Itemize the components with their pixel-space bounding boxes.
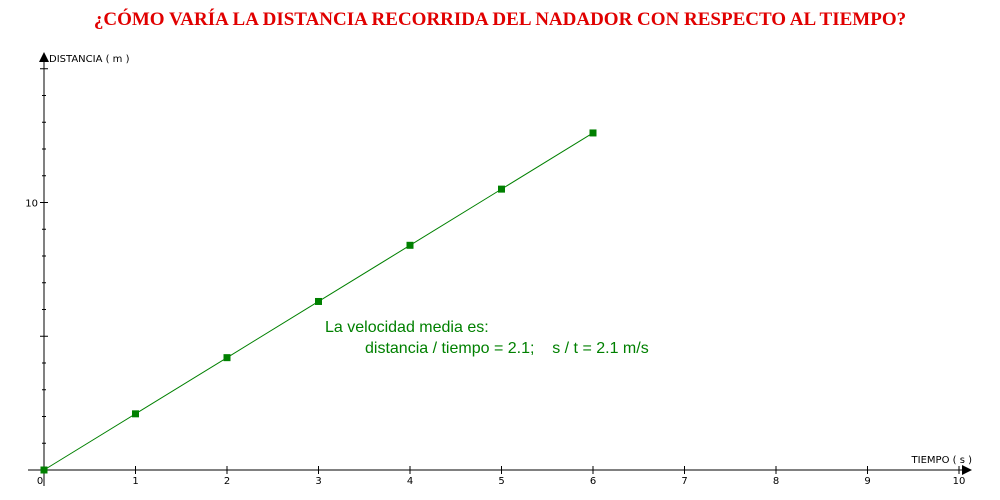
tick-labels: 0 1 2 3 4 5 6 7 8 9 10 10	[25, 199, 965, 488]
x-tick-label: 9	[864, 476, 870, 487]
x-axis-arrow	[962, 465, 972, 475]
x-tick-label: 1	[132, 476, 138, 487]
data-point	[132, 410, 139, 418]
axes	[28, 52, 972, 486]
x-tick-label: 5	[498, 476, 504, 487]
data-point	[589, 129, 597, 137]
y-axis-arrow	[39, 52, 49, 62]
x-axis-label: TIEMPO ( s )	[911, 455, 973, 466]
data-point	[40, 466, 48, 474]
series-distance	[40, 129, 597, 474]
data-point	[315, 297, 322, 305]
annotation-line-1: La velocidad media es:	[325, 319, 489, 336]
ticks	[40, 68, 960, 474]
data-point	[406, 241, 414, 249]
annotation-line-2: distancia / tiempo = 2.1; s / t = 2.1 m/…	[365, 340, 649, 357]
x-tick-label: 8	[773, 476, 779, 487]
annotation: La velocidad media es: distancia / tiemp…	[325, 317, 649, 359]
x-tick-label: 2	[224, 476, 230, 487]
x-tick-label: 4	[407, 476, 413, 487]
y-axis-label: DISTANCIA ( m )	[49, 54, 130, 65]
y-tick-label: 10	[25, 199, 38, 210]
data-point	[498, 185, 505, 193]
x-tick-label: 10	[953, 476, 966, 487]
chart-title: ¿CÓMO VARÍA LA DISTANCIA RECORRIDA DEL N…	[93, 9, 907, 30]
data-point	[223, 354, 231, 362]
x-tick-label: 3	[315, 476, 321, 487]
x-tick-label: 0	[37, 476, 43, 487]
x-tick-label: 6	[590, 476, 596, 487]
x-tick-label: 7	[681, 476, 687, 487]
